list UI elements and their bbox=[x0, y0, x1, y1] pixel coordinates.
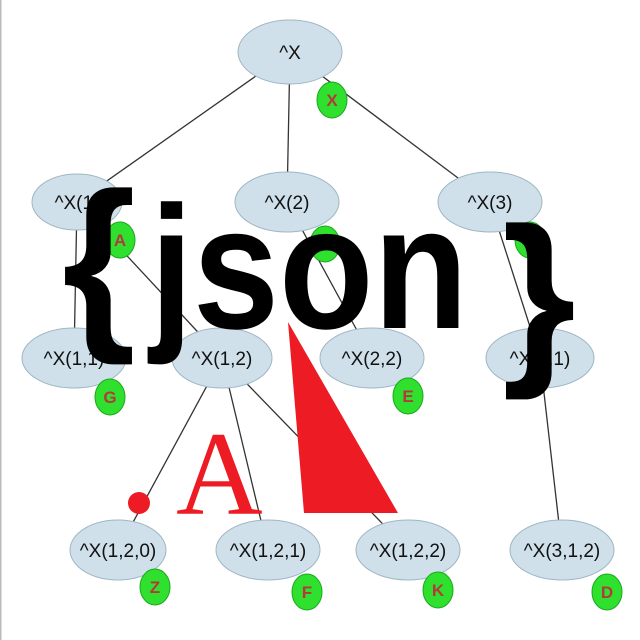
node-ellipse bbox=[69, 519, 167, 581]
node-label: ^X(1,2,2) bbox=[370, 541, 447, 562]
node-badge-letter: B bbox=[319, 235, 331, 254]
node-label: ^X(2,2) bbox=[342, 349, 403, 370]
node-badge bbox=[514, 221, 546, 259]
open-brace: { bbox=[62, 154, 136, 366]
node-ellipse bbox=[215, 519, 321, 581]
node-ellipse bbox=[237, 19, 343, 85]
node-ellipse bbox=[509, 519, 615, 581]
node-ellipse bbox=[319, 327, 425, 389]
node-label: ^X(3,1) bbox=[510, 349, 571, 370]
node-label: ^X bbox=[279, 43, 301, 64]
node-ellipse bbox=[485, 327, 595, 389]
tree-node: ^X(3,1) bbox=[485, 327, 595, 389]
node-badge bbox=[291, 573, 323, 611]
node-badge bbox=[309, 225, 341, 263]
tree-node: ^X(3,1,2) D bbox=[509, 519, 623, 611]
tree-edge bbox=[76, 51, 291, 203]
node-badge-letter: Z bbox=[150, 578, 160, 597]
node-badge-letter: X bbox=[326, 91, 338, 110]
node-label: ^X(2) bbox=[265, 193, 310, 214]
node-ellipse bbox=[437, 171, 543, 233]
tree-node: ^X(1) A bbox=[31, 173, 136, 259]
tree-node: ^X(3) C bbox=[437, 171, 546, 259]
node-badge-letter: F bbox=[302, 583, 312, 602]
node-badge-letter: G bbox=[103, 388, 116, 407]
close-brace: } bbox=[502, 189, 576, 401]
node-ellipse bbox=[21, 327, 127, 389]
tree-edge bbox=[539, 357, 563, 551]
red-dot-shape bbox=[128, 492, 150, 514]
json-wordmark: json bbox=[147, 171, 468, 366]
node-label: ^X(3,1,2) bbox=[524, 541, 601, 562]
tree-edge bbox=[221, 357, 269, 551]
node-badge bbox=[392, 377, 424, 415]
tree-node: ^X(1,2,0) Z bbox=[69, 519, 171, 606]
tree-nodes: ^X X ^X(1) A ^X(2) B ^X(3) C ^X(1,1) G ^X(1,2) ^X(2… bbox=[21, 19, 623, 611]
node-label: ^X(1,2,0) bbox=[80, 541, 157, 562]
node-ellipse bbox=[234, 171, 340, 233]
node-label: ^X(1,2) bbox=[192, 349, 253, 370]
tree-edge bbox=[117, 357, 223, 551]
node-label: ^X(3) bbox=[468, 193, 513, 214]
node-badge bbox=[422, 571, 454, 609]
json-logo: A { json } bbox=[62, 154, 576, 540]
left-border-line bbox=[0, 0, 2, 640]
tree-node: ^X(1,2) bbox=[171, 327, 273, 389]
tree-node: ^X(2) B bbox=[234, 171, 341, 263]
node-badge bbox=[316, 81, 348, 119]
tree-node: ^X(1,1) G bbox=[21, 327, 127, 416]
node-badge-letter: A bbox=[114, 231, 126, 250]
red-triangle-shape bbox=[288, 322, 398, 513]
node-label: ^X(1) bbox=[55, 193, 100, 214]
node-badge bbox=[591, 573, 623, 611]
node-badge bbox=[139, 568, 171, 606]
node-label: ^X(1,2,1) bbox=[230, 541, 307, 562]
node-label: ^X(1,1) bbox=[44, 349, 105, 370]
red-a-letter: A bbox=[176, 407, 263, 540]
node-badge-letter: C bbox=[524, 231, 536, 250]
tree-node: ^X(1,2,1) F bbox=[215, 519, 323, 611]
node-ellipse bbox=[355, 519, 461, 581]
node-ellipse bbox=[31, 173, 123, 231]
node-badge-letter: D bbox=[601, 583, 613, 602]
tree-node: ^X(2,2) E bbox=[319, 327, 425, 415]
node-ellipse bbox=[171, 327, 273, 389]
tree-node: ^X(1,2,2) K bbox=[355, 519, 461, 609]
node-badge-letter: E bbox=[402, 387, 413, 406]
node-badge-letter: K bbox=[432, 581, 445, 600]
tree-node: ^X X bbox=[237, 19, 348, 119]
node-badge bbox=[104, 221, 136, 259]
node-badge bbox=[94, 378, 126, 416]
